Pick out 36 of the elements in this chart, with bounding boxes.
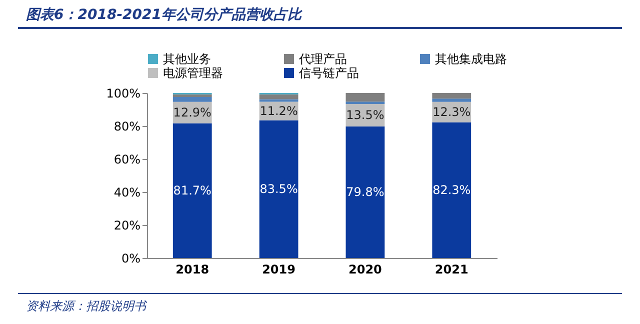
data-label: 13.5% — [346, 108, 384, 122]
legend-label: 其他业务 — [163, 52, 211, 66]
y-tick-label: 40% — [114, 186, 140, 200]
legend-label: 信号链产品 — [299, 66, 359, 80]
data-label: 83.5% — [260, 182, 298, 196]
chart-title: 图表6：2018-2021年公司分产品营收占比 — [26, 6, 302, 24]
x-tick-label: 2018 — [176, 262, 210, 276]
bar — [259, 120, 298, 258]
bar — [346, 102, 385, 104]
legend-label: 其他集成电路 — [435, 52, 507, 66]
bar — [432, 122, 472, 258]
y-tick-label: 0% — [121, 252, 140, 266]
text: 资料来源：招股说明书 — [26, 298, 146, 315]
y-tick-label: 80% — [114, 120, 140, 134]
bar — [346, 93, 385, 102]
x-tick-label: 2020 — [348, 262, 382, 276]
legend-label: 代理产品 — [298, 52, 347, 66]
bar — [172, 94, 212, 97]
y-tick-label: 60% — [114, 152, 140, 166]
y-tick-label: 100% — [106, 86, 140, 100]
bar — [432, 98, 472, 102]
bar — [346, 126, 385, 258]
x-tick-label: 2019 — [262, 262, 296, 276]
bar — [172, 96, 212, 102]
y-tick-label: 20% — [114, 218, 140, 232]
legend-label: 电源管理器 — [163, 66, 223, 80]
bar — [172, 123, 212, 258]
data-label: 81.7% — [173, 184, 212, 198]
data-label: 12.9% — [173, 106, 212, 120]
data-label: 12.3% — [432, 105, 471, 120]
data-label: 11.2% — [260, 104, 298, 118]
data-label: 82.3% — [432, 183, 471, 198]
data-label: 79.8% — [346, 185, 384, 200]
x-tick-label: 2021 — [434, 262, 468, 276]
bar — [259, 94, 298, 100]
bar — [432, 93, 472, 99]
